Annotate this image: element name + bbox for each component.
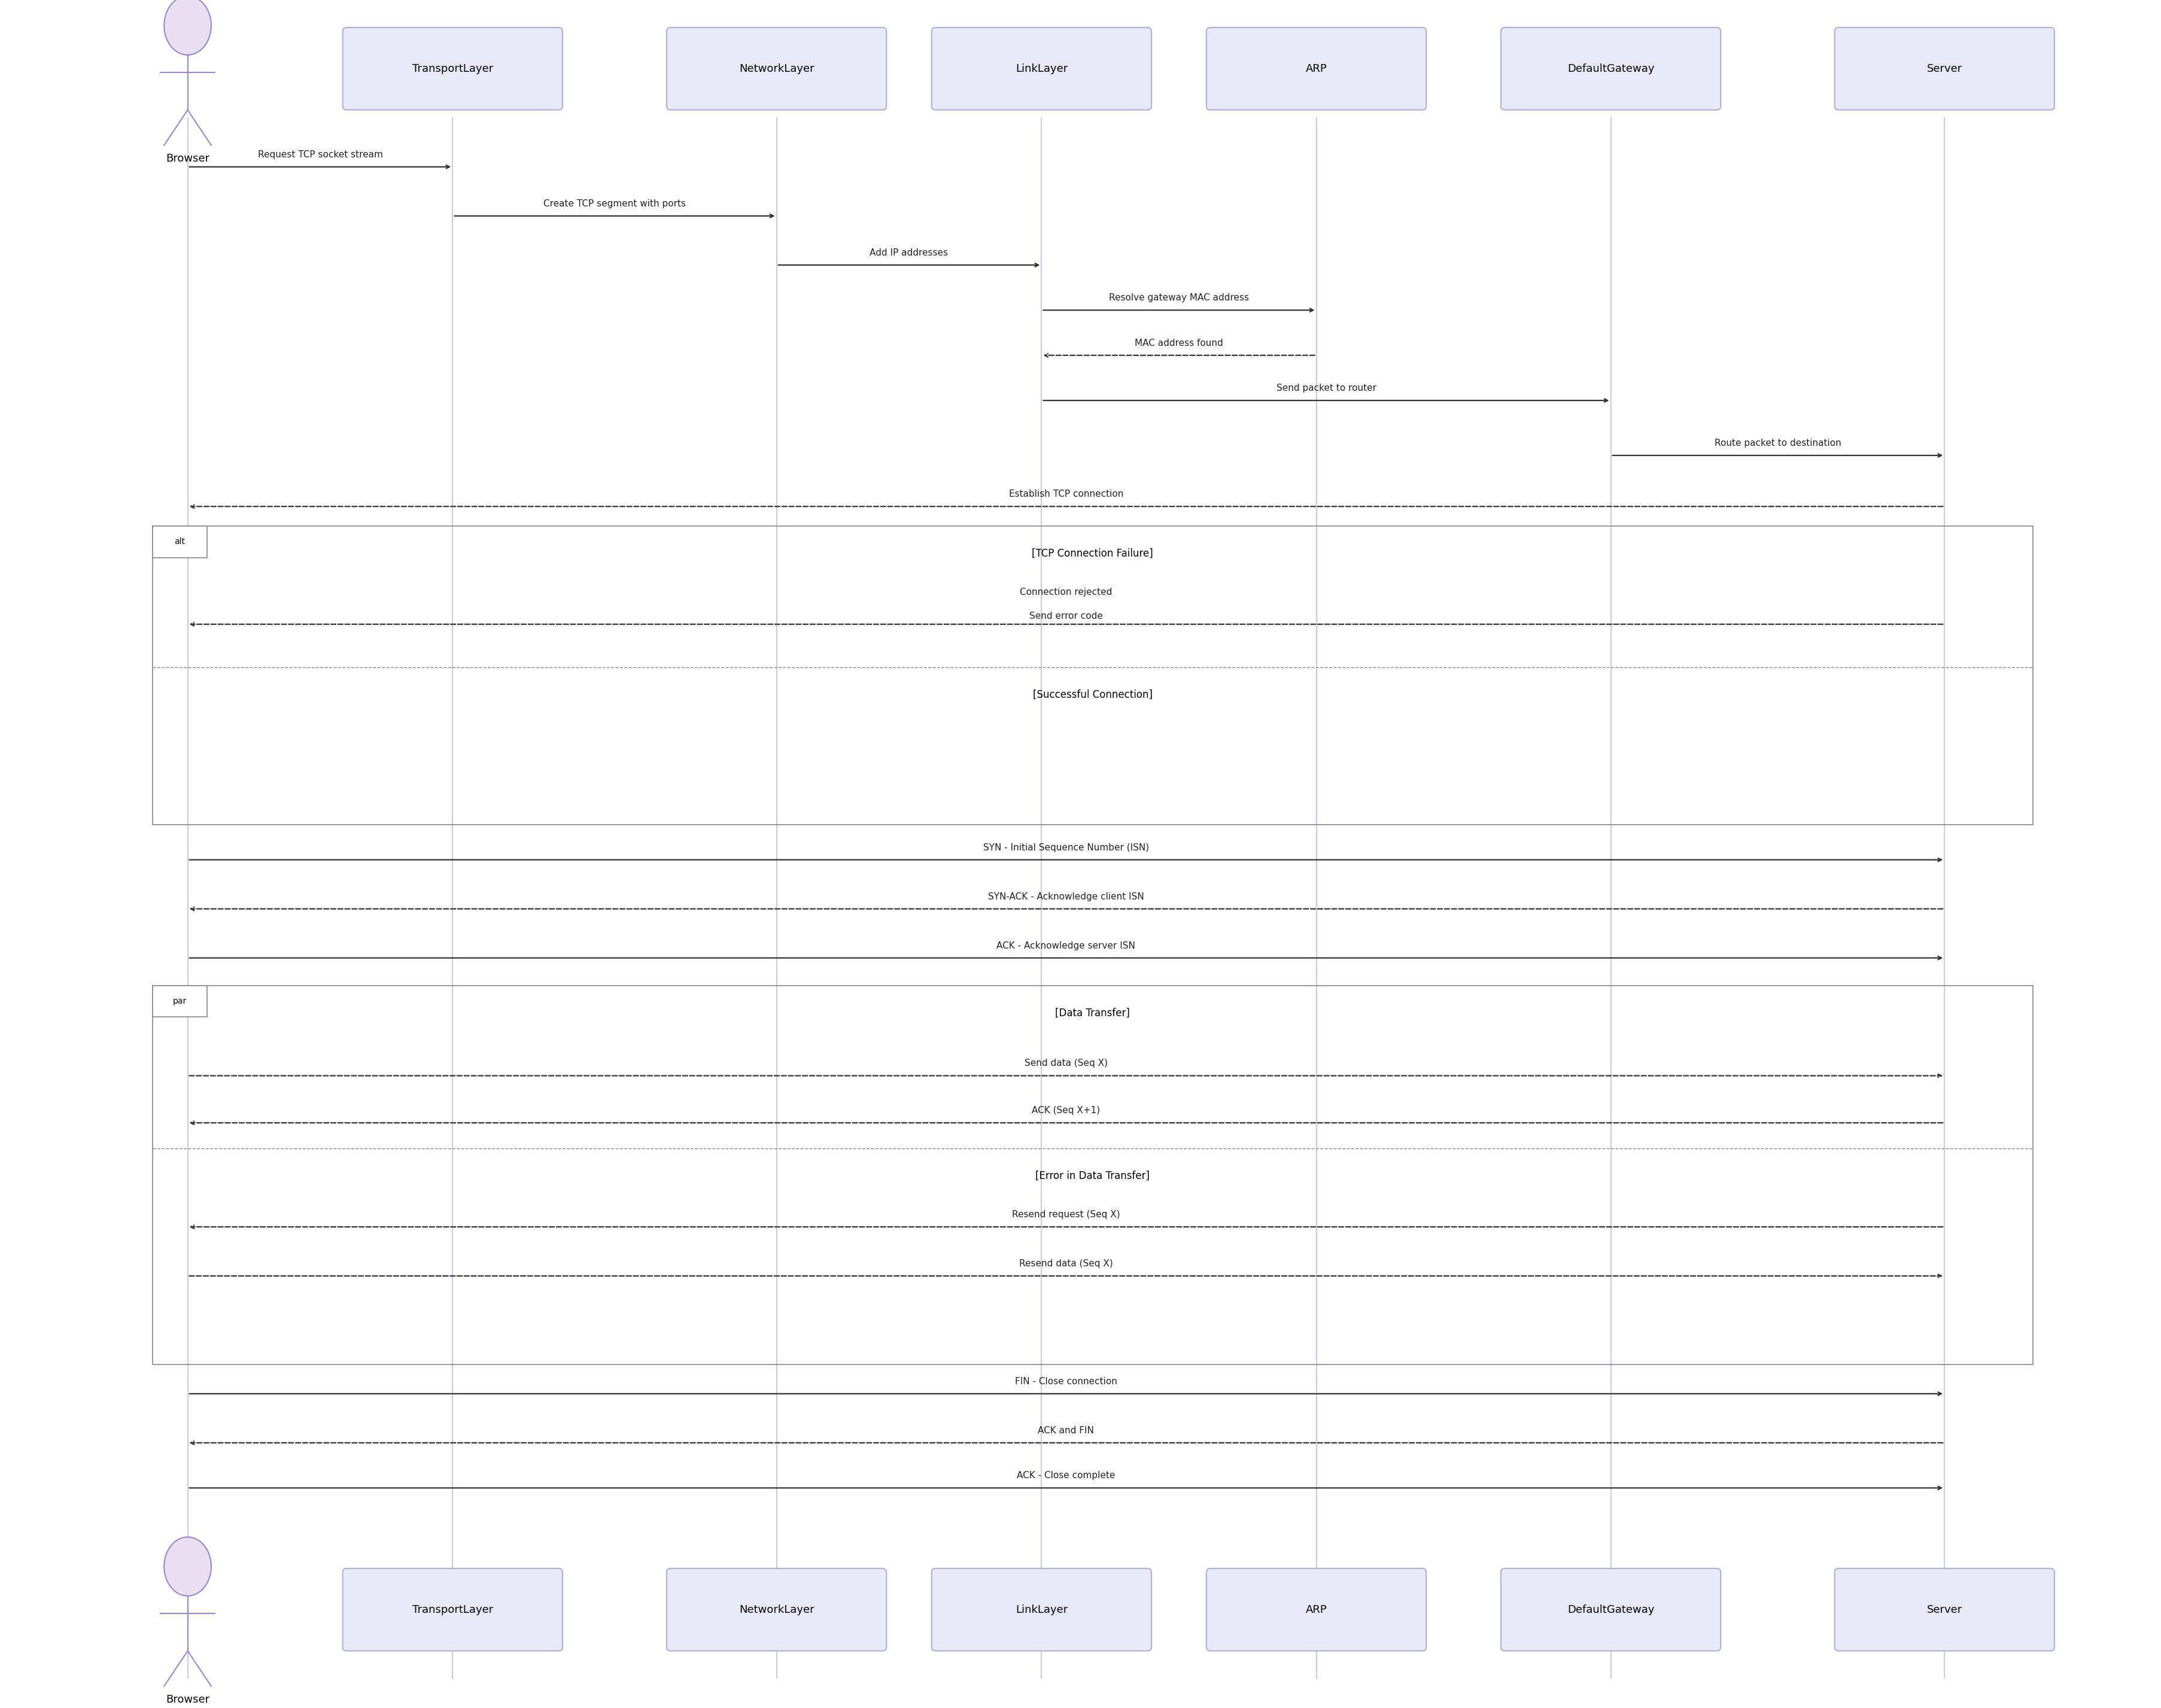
Bar xyxy=(151,986,207,1016)
Text: [Data Transfer]: [Data Transfer] xyxy=(1055,1008,1130,1018)
Text: ARP: ARP xyxy=(1305,1604,1327,1616)
Text: Establish TCP connection: Establish TCP connection xyxy=(1009,490,1124,499)
Text: ACK - Close complete: ACK - Close complete xyxy=(1016,1471,1115,1481)
Text: Server: Server xyxy=(1925,1604,1962,1616)
Text: [TCP Connection Failure]: [TCP Connection Failure] xyxy=(1031,548,1154,559)
Text: NetworkLayer: NetworkLayer xyxy=(739,1604,815,1616)
FancyBboxPatch shape xyxy=(931,1568,1152,1652)
FancyBboxPatch shape xyxy=(1835,1568,2053,1652)
Text: LinkLayer: LinkLayer xyxy=(1016,63,1068,73)
Text: Browser: Browser xyxy=(166,154,210,164)
Text: Connection rejected: Connection rejected xyxy=(1020,588,1113,596)
Text: Send packet to router: Send packet to router xyxy=(1275,384,1377,393)
Text: Server: Server xyxy=(1925,63,1962,73)
Text: NetworkLayer: NetworkLayer xyxy=(739,63,815,73)
FancyBboxPatch shape xyxy=(1835,27,2053,109)
Bar xyxy=(151,986,2031,1365)
Text: Resend request (Seq X): Resend request (Seq X) xyxy=(1011,1209,1119,1220)
Text: DefaultGateway: DefaultGateway xyxy=(1567,63,1653,73)
FancyBboxPatch shape xyxy=(666,1568,886,1652)
Text: SYN-ACK - Acknowledge client ISN: SYN-ACK - Acknowledge client ISN xyxy=(988,892,1143,902)
Ellipse shape xyxy=(164,0,212,55)
Text: MAC address found: MAC address found xyxy=(1135,338,1223,347)
Text: FIN - Close connection: FIN - Close connection xyxy=(1016,1377,1117,1385)
Text: TransportLayer: TransportLayer xyxy=(413,1604,493,1616)
FancyBboxPatch shape xyxy=(931,27,1152,109)
Text: Request TCP socket stream: Request TCP socket stream xyxy=(257,150,382,159)
Text: Resolve gateway MAC address: Resolve gateway MAC address xyxy=(1109,294,1249,302)
Text: Resend data (Seq X): Resend data (Seq X) xyxy=(1018,1259,1113,1267)
Text: [Successful Connection]: [Successful Connection] xyxy=(1033,690,1152,700)
Ellipse shape xyxy=(164,1537,212,1595)
FancyBboxPatch shape xyxy=(1206,1568,1426,1652)
Text: TransportLayer: TransportLayer xyxy=(413,63,493,73)
Text: Add IP addresses: Add IP addresses xyxy=(869,248,949,258)
Text: ACK and FIN: ACK and FIN xyxy=(1037,1426,1093,1435)
FancyBboxPatch shape xyxy=(344,1568,562,1652)
Text: Send error code: Send error code xyxy=(1029,611,1102,620)
Bar xyxy=(151,526,207,557)
FancyBboxPatch shape xyxy=(1500,1568,1720,1652)
Text: ACK (Seq X+1): ACK (Seq X+1) xyxy=(1031,1107,1100,1115)
Text: SYN - Initial Sequence Number (ISN): SYN - Initial Sequence Number (ISN) xyxy=(983,844,1150,852)
Text: par: par xyxy=(173,997,186,1006)
Text: Browser: Browser xyxy=(166,1694,210,1705)
Text: [Error in Data Transfer]: [Error in Data Transfer] xyxy=(1035,1170,1150,1182)
Text: ACK - Acknowledge server ISN: ACK - Acknowledge server ISN xyxy=(996,941,1135,950)
Bar xyxy=(151,526,2031,825)
Text: DefaultGateway: DefaultGateway xyxy=(1567,1604,1653,1616)
FancyBboxPatch shape xyxy=(344,27,562,109)
FancyBboxPatch shape xyxy=(1206,27,1426,109)
Text: Create TCP segment with ports: Create TCP segment with ports xyxy=(542,200,685,208)
FancyBboxPatch shape xyxy=(1500,27,1720,109)
Text: Route packet to destination: Route packet to destination xyxy=(1714,439,1841,447)
FancyBboxPatch shape xyxy=(666,27,886,109)
Text: ARP: ARP xyxy=(1305,63,1327,73)
Text: Send data (Seq X): Send data (Seq X) xyxy=(1024,1059,1106,1068)
Text: alt: alt xyxy=(175,538,186,547)
Text: LinkLayer: LinkLayer xyxy=(1016,1604,1068,1616)
